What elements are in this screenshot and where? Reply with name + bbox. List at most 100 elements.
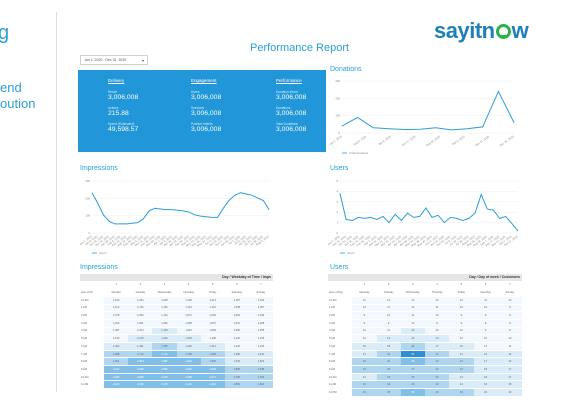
impressions-chart-data-point[interactable] xyxy=(165,209,167,210)
impressions-chart-data-point[interactable] xyxy=(228,200,230,201)
users-table-column-header[interactable]: Friday xyxy=(449,288,474,297)
donations-chart[interactable]: 300 200 100 0 Jan 1, 2020 Feb 8, 2020 Apr 9, 2… xyxy=(330,75,520,155)
users-chart-data-point[interactable] xyxy=(493,209,494,211)
users-chart-data-point[interactable] xyxy=(517,230,519,232)
users-chart-data-point[interactable] xyxy=(370,217,372,218)
users-chart-data-point[interactable] xyxy=(462,220,464,221)
kpi-heading-performance[interactable]: Performance xyxy=(276,78,302,83)
users-chart-data-point[interactable] xyxy=(480,194,482,195)
users-chart-data-point[interactable] xyxy=(388,222,390,223)
users-chart-data-point[interactable] xyxy=(450,217,451,218)
impressions-chart-data-point[interactable] xyxy=(160,208,161,210)
donations-chart-data-point[interactable] xyxy=(404,129,405,130)
users-table-column-header[interactable]: Tuesday xyxy=(376,288,401,297)
donations-chart-data-point[interactable] xyxy=(388,128,390,130)
donations-chart-series-line[interactable] xyxy=(341,90,515,131)
impressions-chart[interactable]: 300 200 100 0 Jan 1, 2020 Jan 8, 2020 Jan 15, … xyxy=(80,175,275,255)
users-chart-data-point[interactable] xyxy=(413,217,415,218)
users-chart-data-point[interactable] xyxy=(425,207,427,209)
impressions-chart-data-point[interactable] xyxy=(131,222,133,224)
donations-chart-data-point[interactable] xyxy=(372,127,374,129)
donations-chart-data-point[interactable] xyxy=(513,122,515,123)
impressions-table-column-header[interactable]: Sunday xyxy=(248,288,273,297)
impressions-chart-data-point[interactable] xyxy=(154,207,156,209)
date-range-picker[interactable]: Jan 1, 2020 - Dec 31, 2020 ▾ xyxy=(80,55,148,65)
users-chart-data-point[interactable] xyxy=(437,214,439,216)
users-chart-data-point[interactable] xyxy=(358,217,359,218)
impressions-table-column-header[interactable]: Thursday xyxy=(176,288,201,297)
users-table-column-header[interactable]: Thursday xyxy=(425,288,450,297)
users-chart-data-point[interactable] xyxy=(394,213,396,215)
impressions-chart-data-point[interactable] xyxy=(171,209,173,210)
donations-chart-data-point[interactable] xyxy=(341,125,343,127)
kpi-heading-delivery[interactable]: Delivery xyxy=(108,78,125,83)
impressions-chart-data-point[interactable] xyxy=(222,207,224,209)
impressions-chart-data-point[interactable] xyxy=(183,210,184,212)
impressions-chart-data-point[interactable] xyxy=(262,200,264,201)
impressions-chart-data-point[interactable] xyxy=(125,223,127,225)
impressions-chart-data-point[interactable] xyxy=(245,193,247,195)
impressions-chart-data-point[interactable] xyxy=(188,211,190,213)
impressions-table-column-header[interactable]: Saturday xyxy=(224,288,249,297)
users-chart-data-point[interactable] xyxy=(407,212,408,214)
users-chart-data-point[interactable] xyxy=(486,208,488,210)
impressions-chart-data-point[interactable] xyxy=(240,192,241,194)
kpi-heading-engagement[interactable]: Engagement xyxy=(191,78,217,83)
users-table-column-header[interactable]: Wednesday xyxy=(400,288,425,297)
users-chart-data-point[interactable] xyxy=(401,220,402,221)
impressions-chart-data-point[interactable] xyxy=(108,220,110,222)
users-table-column-header[interactable]: Saturday xyxy=(473,288,498,297)
users-chart[interactable]: 5 4 3 2 1 0 Jan 1, 2020 Jan 11, 2020 Jan 21, 202… xyxy=(328,175,524,255)
donations-chart-data-point[interactable] xyxy=(466,128,468,130)
users-chart-data-point[interactable] xyxy=(511,223,513,224)
impressions-table-column-header[interactable]: Friday xyxy=(200,288,225,297)
users-chart-data-point[interactable] xyxy=(376,219,378,220)
impressions-chart-data-point[interactable] xyxy=(143,218,144,220)
impressions-chart-data-point[interactable] xyxy=(200,215,201,217)
impressions-table-column-header[interactable]: Hour (CS) xyxy=(80,288,105,297)
users-chart-data-point[interactable] xyxy=(505,216,507,217)
impressions-table-column-header[interactable]: Monday xyxy=(104,288,129,297)
impressions-chart-data-point[interactable] xyxy=(217,217,218,218)
impressions-table-column-header[interactable]: Wednesday xyxy=(152,288,177,297)
impressions-chart-data-point[interactable] xyxy=(251,194,253,196)
users-chart-data-point[interactable] xyxy=(456,218,457,219)
users-chart-data-point[interactable] xyxy=(443,222,445,223)
impressions-table-column-header[interactable]: Tuesday xyxy=(128,288,153,297)
users-chart-data-point[interactable] xyxy=(419,216,421,217)
users-chart-data-point[interactable] xyxy=(468,218,470,219)
impressions-chart-data-point[interactable] xyxy=(205,216,207,218)
users-chart-data-point[interactable] xyxy=(499,218,500,219)
donations-chart-data-point[interactable] xyxy=(451,129,452,131)
users-chart-data-point[interactable] xyxy=(474,212,476,214)
impressions-chart-data-point[interactable] xyxy=(211,217,213,218)
donations-chart-data-point[interactable] xyxy=(357,117,358,118)
users-table-column-header[interactable]: Hour of Day xyxy=(328,288,353,297)
users-chart-data-point[interactable] xyxy=(339,193,341,194)
users-table-column-header[interactable]: Sunday xyxy=(497,288,522,297)
donations-chart-data-point[interactable] xyxy=(435,127,437,129)
impressions-chart-series-line[interactable] xyxy=(91,192,270,225)
impressions-chart-data-point[interactable] xyxy=(268,209,270,210)
impressions-chart-data-point[interactable] xyxy=(148,210,150,212)
users-chart-series-line[interactable] xyxy=(339,193,519,232)
donations-chart-data-point[interactable] xyxy=(498,91,499,92)
users-chart-data-point[interactable] xyxy=(364,218,365,219)
impressions-chart-data-point[interactable] xyxy=(257,197,258,199)
users-chart-data-point[interactable] xyxy=(431,217,433,218)
donations-chart-data-point[interactable] xyxy=(419,128,421,130)
impressions-chart-data-point[interactable] xyxy=(97,202,99,204)
impressions-chart-data-point[interactable] xyxy=(114,223,116,225)
impressions-chart-data-point[interactable] xyxy=(194,214,196,216)
impressions-chart-data-point[interactable] xyxy=(120,223,121,225)
users-chart-data-point[interactable] xyxy=(345,219,347,220)
impressions-chart-data-point[interactable] xyxy=(91,192,93,194)
users-chart-data-point[interactable] xyxy=(351,220,353,221)
impressions-chart-data-point[interactable] xyxy=(137,222,139,223)
impressions-chart-data-point[interactable] xyxy=(234,194,236,196)
users-chart-data-point[interactable] xyxy=(382,216,384,217)
impressions-chart-data-point[interactable] xyxy=(177,209,178,211)
impressions-chart-data-point[interactable] xyxy=(103,214,104,216)
users-table-column-header[interactable]: Saturday xyxy=(352,288,377,297)
donations-chart-data-point[interactable] xyxy=(482,126,484,128)
